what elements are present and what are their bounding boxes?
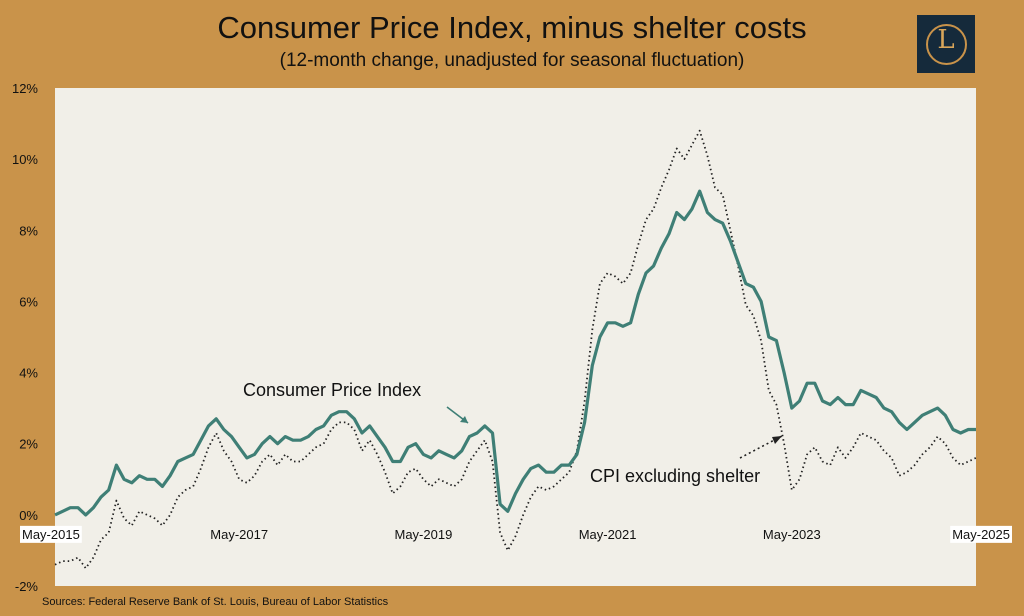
y-tick-label: 0% (19, 508, 38, 523)
x-tick-label: May-2021 (579, 527, 637, 542)
logo-ring (926, 24, 967, 65)
y-tick-label: 10% (12, 152, 38, 167)
x-axis: May-2015 May-2017 May-2019 May-2021 May-2023… (20, 525, 1012, 543)
x-tick-label: May-2019 (394, 527, 452, 542)
series-label-excl: CPI excluding shelter (590, 466, 760, 486)
source-note: Sources: Federal Reserve Bank of St. Lou… (42, 596, 389, 608)
x-tick-label: May-2015 (22, 527, 80, 542)
y-tick-label: 4% (19, 366, 38, 381)
x-tick-label: May-2017 (210, 527, 268, 542)
annotation-arrowhead-cpi (460, 416, 468, 423)
series-line-excl (54, 129, 977, 570)
x-tick-label-bg (20, 525, 82, 543)
x-tick-label: May-2025 (952, 527, 1010, 542)
series-layer (54, 129, 977, 570)
chart-title: Consumer Price Index, minus shelter cost… (217, 10, 807, 45)
chart-subtitle: (12-month change, unadjusted for seasona… (279, 50, 745, 71)
plot-area (55, 88, 976, 586)
y-tick-label: 2% (19, 437, 38, 452)
logo: L (917, 15, 975, 73)
series-line-cpi (54, 189, 976, 517)
series-label-cpi: Consumer Price Index (243, 380, 421, 400)
y-tick-label: 6% (19, 294, 38, 309)
x-tick-label-bg (950, 525, 1012, 543)
annotation-arrowhead-excl (772, 436, 782, 444)
annotations: Consumer Price Index CPI excluding shelt… (243, 380, 783, 486)
x-tick-label: May-2023 (763, 527, 821, 542)
y-axis: -2% 0% 2% 4% 6% 8% 10% 12% (12, 81, 38, 594)
y-tick-label: 12% (12, 81, 38, 96)
logo-letter: L (937, 25, 955, 55)
y-tick-label: 8% (19, 223, 38, 238)
y-tick-label: -2% (15, 579, 39, 594)
